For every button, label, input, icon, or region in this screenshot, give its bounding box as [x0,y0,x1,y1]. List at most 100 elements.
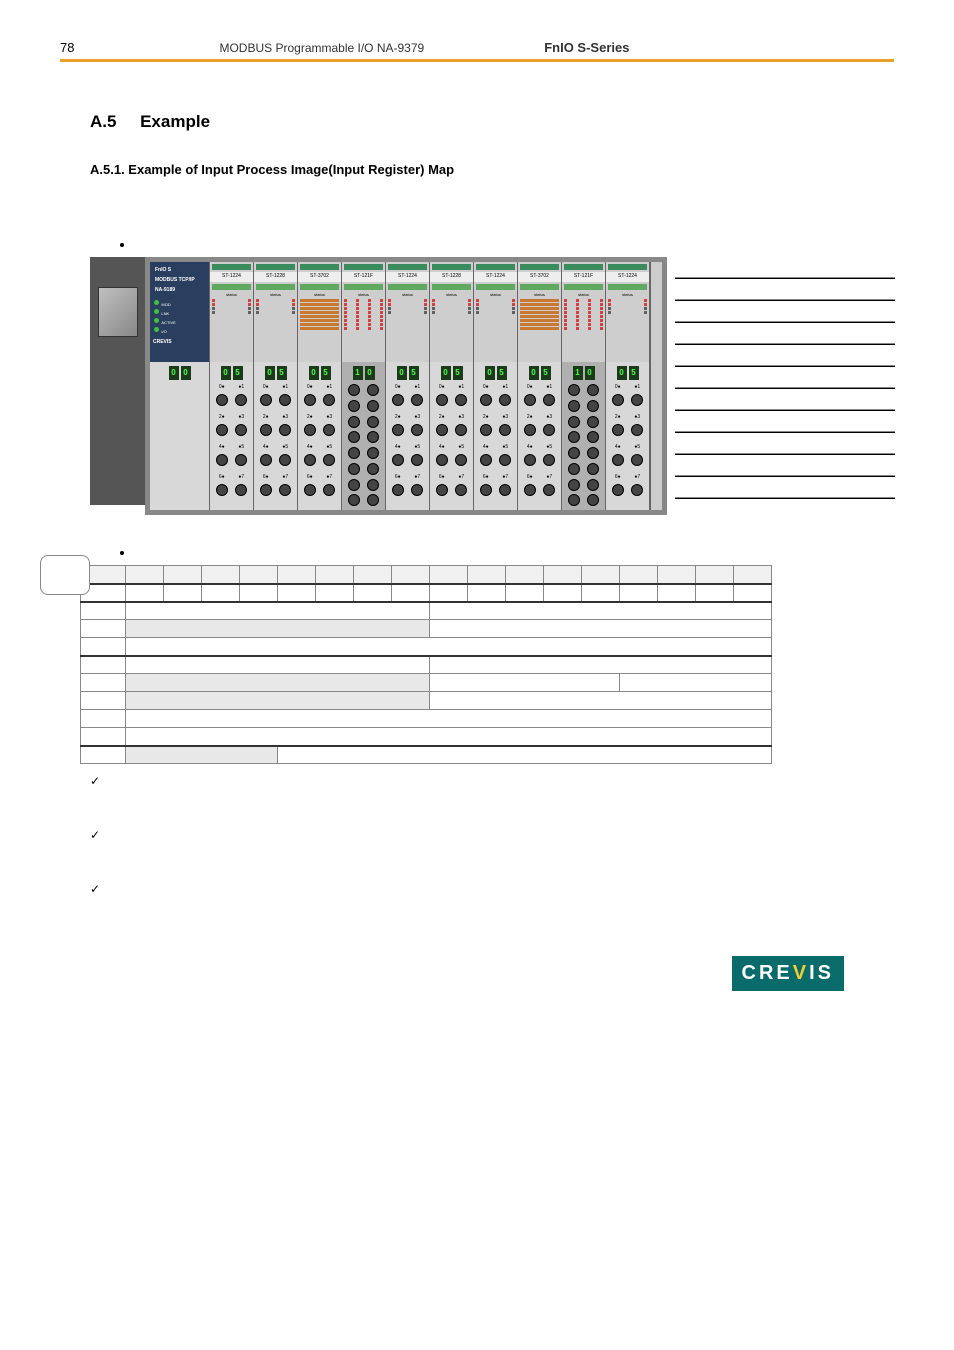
crevis-logo: CREVIS [732,956,844,991]
bullet-icon [120,243,124,247]
terminal-icon [260,394,272,406]
terminal-icon [499,424,511,436]
rack-header-block: FnIO S MODBUS TCP/IP NA-9189 MOD LNK [150,262,210,362]
side-table-row [675,323,895,345]
rack-left-panel [90,257,145,505]
terminal-icon [323,394,335,406]
page-header: 78 MODBUS Programmable I/O NA-9379 FnIO … [60,40,894,55]
module-led-strip [256,264,295,270]
terminal-row [564,416,603,430]
module-led-strip [300,264,339,270]
terminal-row [520,394,559,412]
terminal-icon [392,424,404,436]
header-divider [60,59,894,62]
terminal-row [344,447,383,461]
rack-bottom-header: 0 0 [150,362,210,510]
module-slot-9: ST-1224status [606,262,650,362]
terminal-icon [279,394,291,406]
check-icon: ✓ [90,828,100,842]
module-terminal-slot-1: 050●●12●●34●●56●●7 [254,362,298,510]
terminal-icon [455,394,467,406]
module-slot-8: ST-121F status [562,262,606,362]
module-led-strip [608,264,647,270]
module-slot-4: ST-1224status [386,262,430,362]
side-table-cell [785,345,895,366]
terminal-row [344,479,383,493]
module-label: ST-3702 [298,272,341,282]
terminal-row [476,454,515,472]
terminal-icon [235,394,247,406]
terminal-icon [524,394,536,406]
module-status-label: status [518,292,561,297]
terminal-row [256,454,295,472]
terminal-row [608,454,647,472]
module-terminal-slot-2: 050●●12●●34●●56●●7 [298,362,342,510]
side-table-cell [785,389,895,410]
module-label: ST-1228 [430,272,473,282]
bit-table-row [81,746,772,764]
terminal-icon [392,454,404,466]
side-table-cell [785,301,895,322]
terminal-row [212,424,251,442]
side-table-cell [785,411,895,432]
terminal-row [212,394,251,412]
terminal-row [300,454,339,472]
terminal-row [608,424,647,442]
terminal-row [476,394,515,412]
rack-end-cap-bottom [650,362,662,510]
terminal-icon [411,454,423,466]
terminal-icon [436,484,448,496]
terminal-row [564,384,603,398]
module-label: ST-121F [562,272,605,282]
side-table-cell [675,389,785,410]
terminal-icon [587,416,599,428]
terminal-row [388,394,427,412]
bit-table-row [81,728,772,746]
terminal-icon [480,484,492,496]
digit-display: 10 [564,366,603,380]
terminal-icon [235,454,247,466]
side-table-cell [675,279,785,300]
terminal-icon [480,454,492,466]
terminal-icon [524,484,536,496]
terminal-row [256,484,295,502]
terminal-icon [499,454,511,466]
terminal-icon [568,447,580,459]
module-terminal-slot-5: 050●●12●●34●●56●●7 [430,362,474,510]
terminal-row [520,454,559,472]
side-table-cell [675,411,785,432]
side-table-cell [675,323,785,344]
side-table-row [675,345,895,367]
module-status-label: status [562,292,605,297]
terminal-row [564,479,603,493]
terminal-icon [543,424,555,436]
module-status-label: status [254,292,297,297]
side-table-row [675,257,895,279]
bit-table-header-row [81,566,772,584]
side-table-cell [675,367,785,388]
module-slot-5: ST-1228status [430,262,474,362]
side-table-cell [675,345,785,366]
module-terminal-slot-7: 050●●12●●34●●56●●7 [518,362,562,510]
terminal-icon [304,454,316,466]
terminal-icon [235,424,247,436]
terminal-icon [524,454,536,466]
side-table-row [675,367,895,389]
terminal-icon [480,424,492,436]
side-table-row [675,433,895,455]
module-label: ST-121F [342,272,385,282]
terminal-row [432,394,471,412]
lnk-led [154,309,159,314]
section-heading: A.5 Example [90,112,894,132]
side-table-cell [785,367,895,388]
terminal-icon [499,394,511,406]
terminal-icon [279,454,291,466]
subsection-heading: A.5.1. Example of Input Process Image(In… [90,162,894,177]
digit-display-0: 0 0 [152,366,207,380]
terminal-icon [436,424,448,436]
module-slot-2: ST-3702status [298,262,342,362]
terminal-icon [587,447,599,459]
module-terminal-slot-6: 050●●12●●34●●56●●7 [474,362,518,510]
terminal-icon [524,424,536,436]
bit-table-header-row-2 [81,584,772,602]
